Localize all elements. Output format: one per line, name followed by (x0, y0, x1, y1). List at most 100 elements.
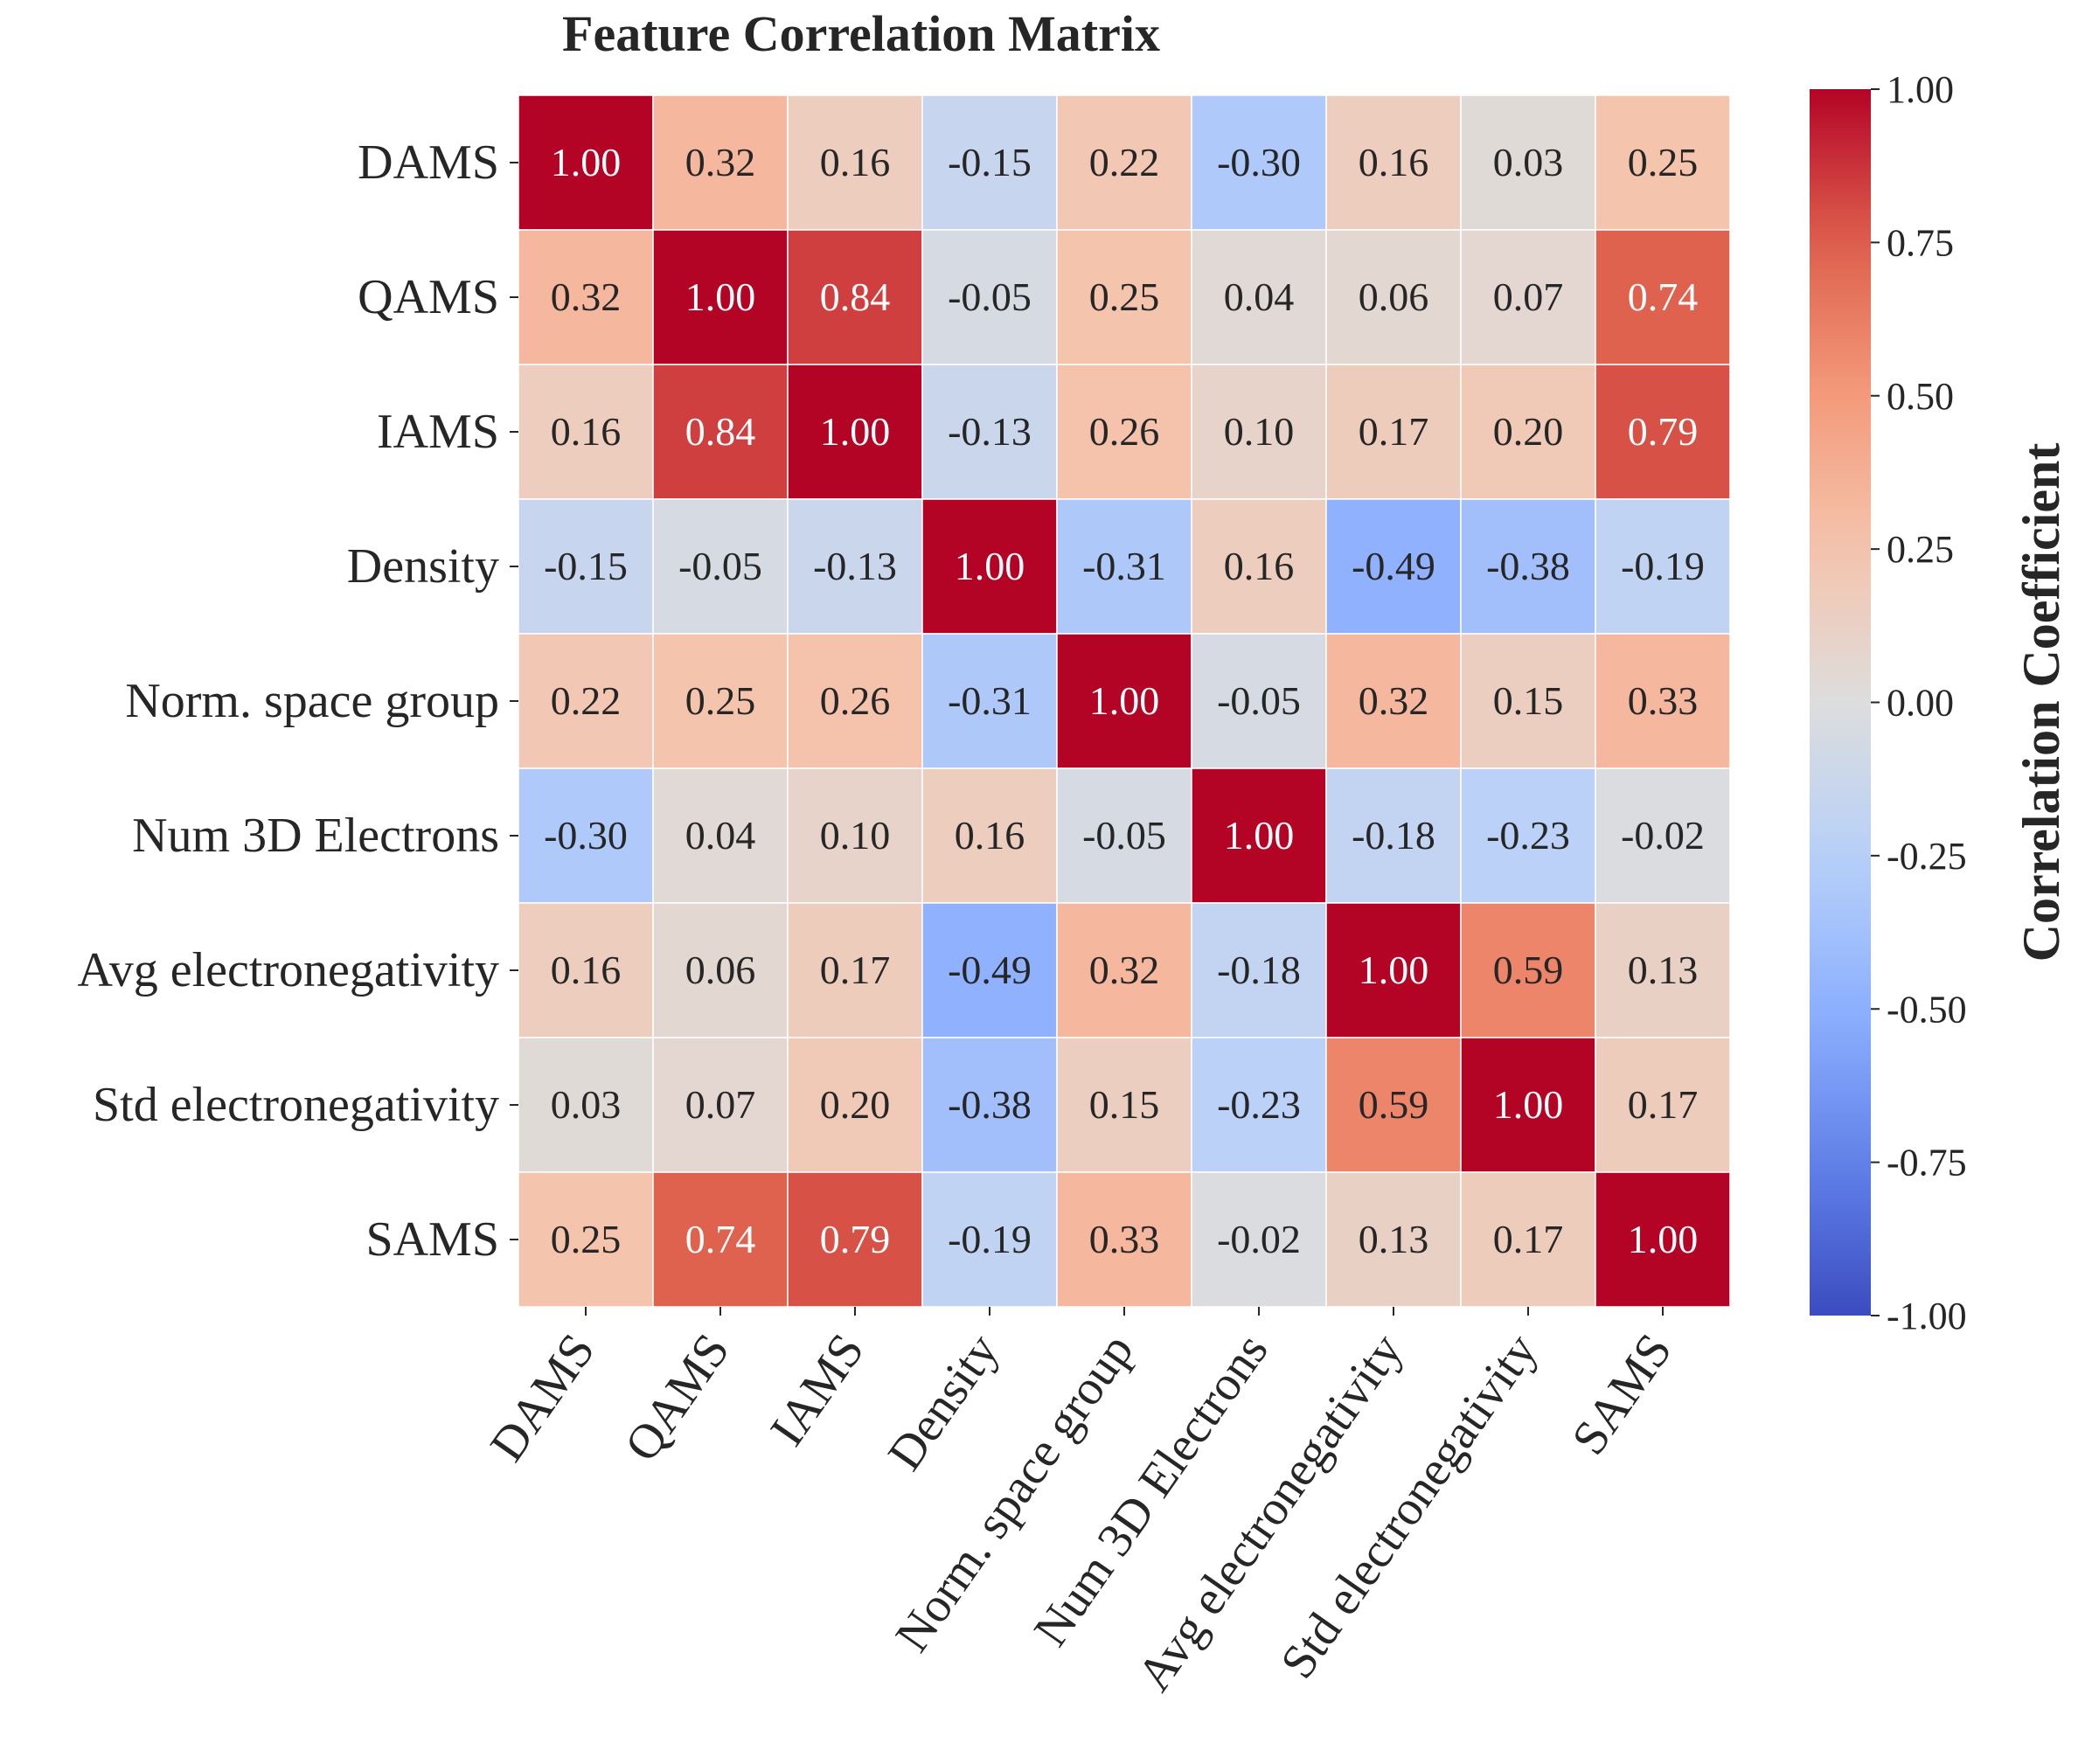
cell-value-label: 0.07 (685, 1082, 756, 1127)
cell-value-label: 0.32 (551, 274, 622, 319)
column-label: DAMS (480, 1324, 606, 1471)
heatmap-cell (1191, 94, 1327, 231)
heatmap-cell (921, 1037, 1058, 1173)
heatmap-cell (1056, 902, 1192, 1038)
cell-value-label: 0.17 (1628, 1082, 1699, 1127)
colorbar-tick-label: 0.00 (1887, 682, 1954, 725)
colorbar-tick-label: 1.00 (1887, 68, 1954, 111)
heatmap-cell (787, 1171, 923, 1308)
heatmap-cell (1325, 364, 1462, 500)
row-label: Std electronegativity (93, 1078, 499, 1132)
colorbar-tick-label: 0.75 (1887, 221, 1954, 264)
colorbar-label: Correlation Coefficient (2012, 443, 2070, 962)
heatmap-cell-labels: 1.00 0.32 0.16 -0.15 0.22 -0.30 0.16 0.03 0.25 0.… (544, 140, 1705, 1261)
cell-value-label: -0.38 (948, 1082, 1032, 1127)
cell-value-label: 0.32 (1359, 678, 1429, 723)
heatmap-cell (1595, 1037, 1731, 1173)
cell-value-label: 0.06 (685, 948, 756, 992)
chart-title: Feature Correlation Matrix (562, 5, 1160, 62)
heatmap-cell (652, 498, 789, 635)
heatmap-cell (787, 902, 923, 1038)
cell-value-label: 0.79 (820, 1217, 891, 1261)
heatmap-cell (921, 1171, 1058, 1308)
heatmap-cell (787, 633, 923, 769)
heatmap-cell (1460, 229, 1596, 365)
heatmap-cell (1325, 229, 1462, 365)
cell-value-label: -0.19 (1621, 544, 1705, 588)
heatmap-cell (518, 1171, 654, 1308)
heatmap-cell (1191, 767, 1327, 904)
cell-value-label: -0.13 (948, 409, 1032, 454)
cell-value-label: 1.00 (1628, 1217, 1699, 1261)
heatmap-cell (1595, 1171, 1731, 1308)
cell-value-label: 0.79 (1628, 409, 1699, 454)
row-label: Avg electronegativity (77, 943, 499, 997)
cell-value-label: -0.05 (1082, 813, 1166, 858)
cell-value-label: 0.06 (1359, 274, 1429, 319)
cell-value-label: -0.13 (813, 544, 897, 588)
heatmap-cell (1460, 498, 1596, 635)
column-label: Norm. space group (886, 1324, 1144, 1662)
colorbar-gradient (1810, 89, 1871, 1316)
cell-value-label: 0.17 (1359, 409, 1429, 454)
cell-value-label: 0.33 (1628, 678, 1699, 723)
heatmap-cell (787, 364, 923, 500)
heatmap-cell (787, 229, 923, 365)
cell-value-label: -0.15 (544, 544, 628, 588)
heatmap-cell (652, 633, 789, 769)
cell-value-label: 0.20 (820, 1082, 891, 1127)
heatmap-cell (518, 1037, 654, 1173)
heatmap-cell (652, 1171, 789, 1308)
heatmap-cell (1191, 229, 1327, 365)
cell-value-label: 0.07 (1493, 274, 1564, 319)
row-label: DAMS (358, 135, 499, 190)
heatmap-cell (518, 498, 654, 635)
cell-value-label: -0.31 (1082, 544, 1166, 588)
column-label: Num 3D Electrons (1024, 1324, 1279, 1656)
cell-value-label: 0.74 (1628, 274, 1699, 319)
heatmap-cell (921, 767, 1058, 904)
heatmap-cell (1056, 767, 1192, 904)
cell-value-label: 0.59 (1493, 948, 1564, 992)
cell-value-label: -0.02 (1621, 813, 1705, 858)
cell-value-label: 0.59 (1359, 1082, 1429, 1127)
cell-value-label: 0.84 (685, 409, 756, 454)
heatmap-cell (518, 767, 654, 904)
heatmap-cell (518, 364, 654, 500)
cell-value-label: 0.16 (551, 409, 622, 454)
cell-value-label: 1.00 (551, 140, 622, 184)
column-label: Avg electronegativity (1127, 1324, 1414, 1701)
heatmap-cell (1460, 767, 1596, 904)
heatmap-cell (1325, 1171, 1462, 1308)
cell-value-label: 1.00 (1493, 1082, 1564, 1127)
cell-value-label: 0.17 (1493, 1217, 1564, 1261)
heatmap-cell (787, 767, 923, 904)
cell-value-label: -0.23 (1217, 1082, 1301, 1127)
cell-value-label: 0.17 (820, 948, 891, 992)
heatmap-cell (518, 633, 654, 769)
column-label: QAMS (615, 1324, 740, 1471)
cell-value-label: 0.20 (1493, 409, 1564, 454)
cell-value-label: 0.25 (1628, 140, 1699, 184)
cell-value-label: -0.38 (1486, 544, 1570, 588)
cell-value-label: 0.26 (1089, 409, 1160, 454)
cell-value-label: 0.03 (551, 1082, 622, 1127)
colorbar-tick-label: 0.50 (1887, 375, 1954, 418)
cell-value-label: -0.23 (1486, 813, 1570, 858)
cell-value-label: 0.03 (1493, 140, 1564, 184)
heatmap-cell (787, 1037, 923, 1173)
heatmap-cell (518, 229, 654, 365)
heatmap-cell (921, 229, 1058, 365)
cell-value-label: -0.31 (948, 678, 1032, 723)
heatmap-cell (921, 498, 1058, 635)
heatmap-cell (1460, 94, 1596, 231)
cell-value-label: -0.30 (544, 813, 628, 858)
row-label: Norm. space group (125, 674, 499, 728)
row-label: SAMS (365, 1212, 499, 1267)
cell-value-label: 0.15 (1089, 1082, 1160, 1127)
heatmap-cell (1595, 498, 1731, 635)
cell-value-label: 0.25 (685, 678, 756, 723)
colorbar-tick-label: -1.00 (1887, 1295, 1967, 1337)
